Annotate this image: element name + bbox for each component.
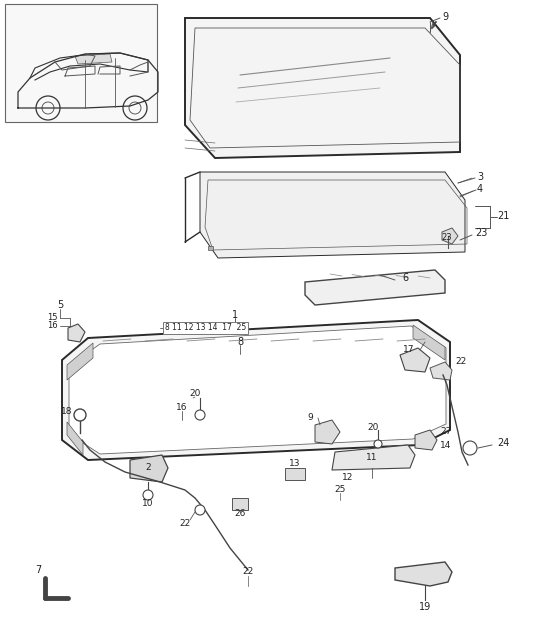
Polygon shape bbox=[69, 326, 446, 454]
Polygon shape bbox=[305, 270, 445, 305]
Circle shape bbox=[195, 505, 205, 515]
Polygon shape bbox=[208, 246, 213, 250]
Text: 5: 5 bbox=[57, 300, 63, 310]
Text: 18: 18 bbox=[60, 408, 72, 416]
Text: 21: 21 bbox=[497, 211, 510, 221]
Text: 3: 3 bbox=[477, 172, 483, 182]
Polygon shape bbox=[400, 348, 430, 372]
Text: 22: 22 bbox=[243, 568, 253, 577]
Polygon shape bbox=[67, 343, 93, 380]
Polygon shape bbox=[442, 228, 458, 244]
Text: 23: 23 bbox=[475, 228, 487, 238]
Circle shape bbox=[463, 441, 477, 455]
Polygon shape bbox=[62, 320, 450, 460]
Polygon shape bbox=[130, 455, 168, 482]
Text: 12: 12 bbox=[342, 474, 354, 482]
Polygon shape bbox=[68, 324, 85, 342]
Circle shape bbox=[374, 440, 382, 448]
Text: 16: 16 bbox=[176, 403, 187, 411]
Polygon shape bbox=[185, 18, 460, 158]
Text: 20: 20 bbox=[189, 389, 201, 398]
Text: 20: 20 bbox=[367, 423, 379, 431]
Polygon shape bbox=[67, 422, 83, 455]
Text: 1: 1 bbox=[232, 310, 238, 320]
Text: 9: 9 bbox=[307, 413, 313, 423]
Text: 27: 27 bbox=[440, 428, 451, 436]
Polygon shape bbox=[395, 562, 452, 586]
Text: 13: 13 bbox=[289, 458, 301, 467]
Text: 26: 26 bbox=[234, 509, 246, 517]
Text: 8 11 12 13 14  17  25: 8 11 12 13 14 17 25 bbox=[165, 323, 246, 332]
Circle shape bbox=[143, 490, 153, 500]
Text: 11: 11 bbox=[366, 453, 378, 462]
Text: 6: 6 bbox=[402, 273, 408, 283]
Text: 4: 4 bbox=[477, 184, 483, 194]
Polygon shape bbox=[413, 325, 445, 360]
Text: 17: 17 bbox=[403, 345, 415, 354]
Text: 23: 23 bbox=[441, 232, 452, 242]
Bar bbox=[5, 4, 157, 122]
Polygon shape bbox=[430, 362, 452, 380]
Text: 19: 19 bbox=[419, 602, 431, 612]
Text: 10: 10 bbox=[142, 499, 154, 507]
Polygon shape bbox=[75, 54, 112, 64]
Text: 16: 16 bbox=[47, 322, 58, 330]
Text: 24: 24 bbox=[497, 438, 510, 448]
Text: 22: 22 bbox=[179, 519, 191, 528]
Bar bbox=[285, 468, 305, 480]
Circle shape bbox=[195, 410, 205, 420]
Text: 8: 8 bbox=[237, 337, 243, 347]
Text: 9: 9 bbox=[442, 12, 448, 22]
Polygon shape bbox=[332, 445, 415, 470]
Polygon shape bbox=[200, 172, 465, 258]
Text: 14: 14 bbox=[440, 441, 451, 450]
Polygon shape bbox=[415, 430, 437, 450]
Polygon shape bbox=[315, 420, 340, 444]
Circle shape bbox=[74, 409, 86, 421]
Text: 2: 2 bbox=[145, 463, 151, 472]
Bar bbox=[232, 498, 248, 510]
Text: 22: 22 bbox=[455, 357, 467, 367]
Text: 15: 15 bbox=[47, 313, 58, 323]
Text: 7: 7 bbox=[35, 565, 41, 575]
Text: 25: 25 bbox=[334, 485, 346, 494]
